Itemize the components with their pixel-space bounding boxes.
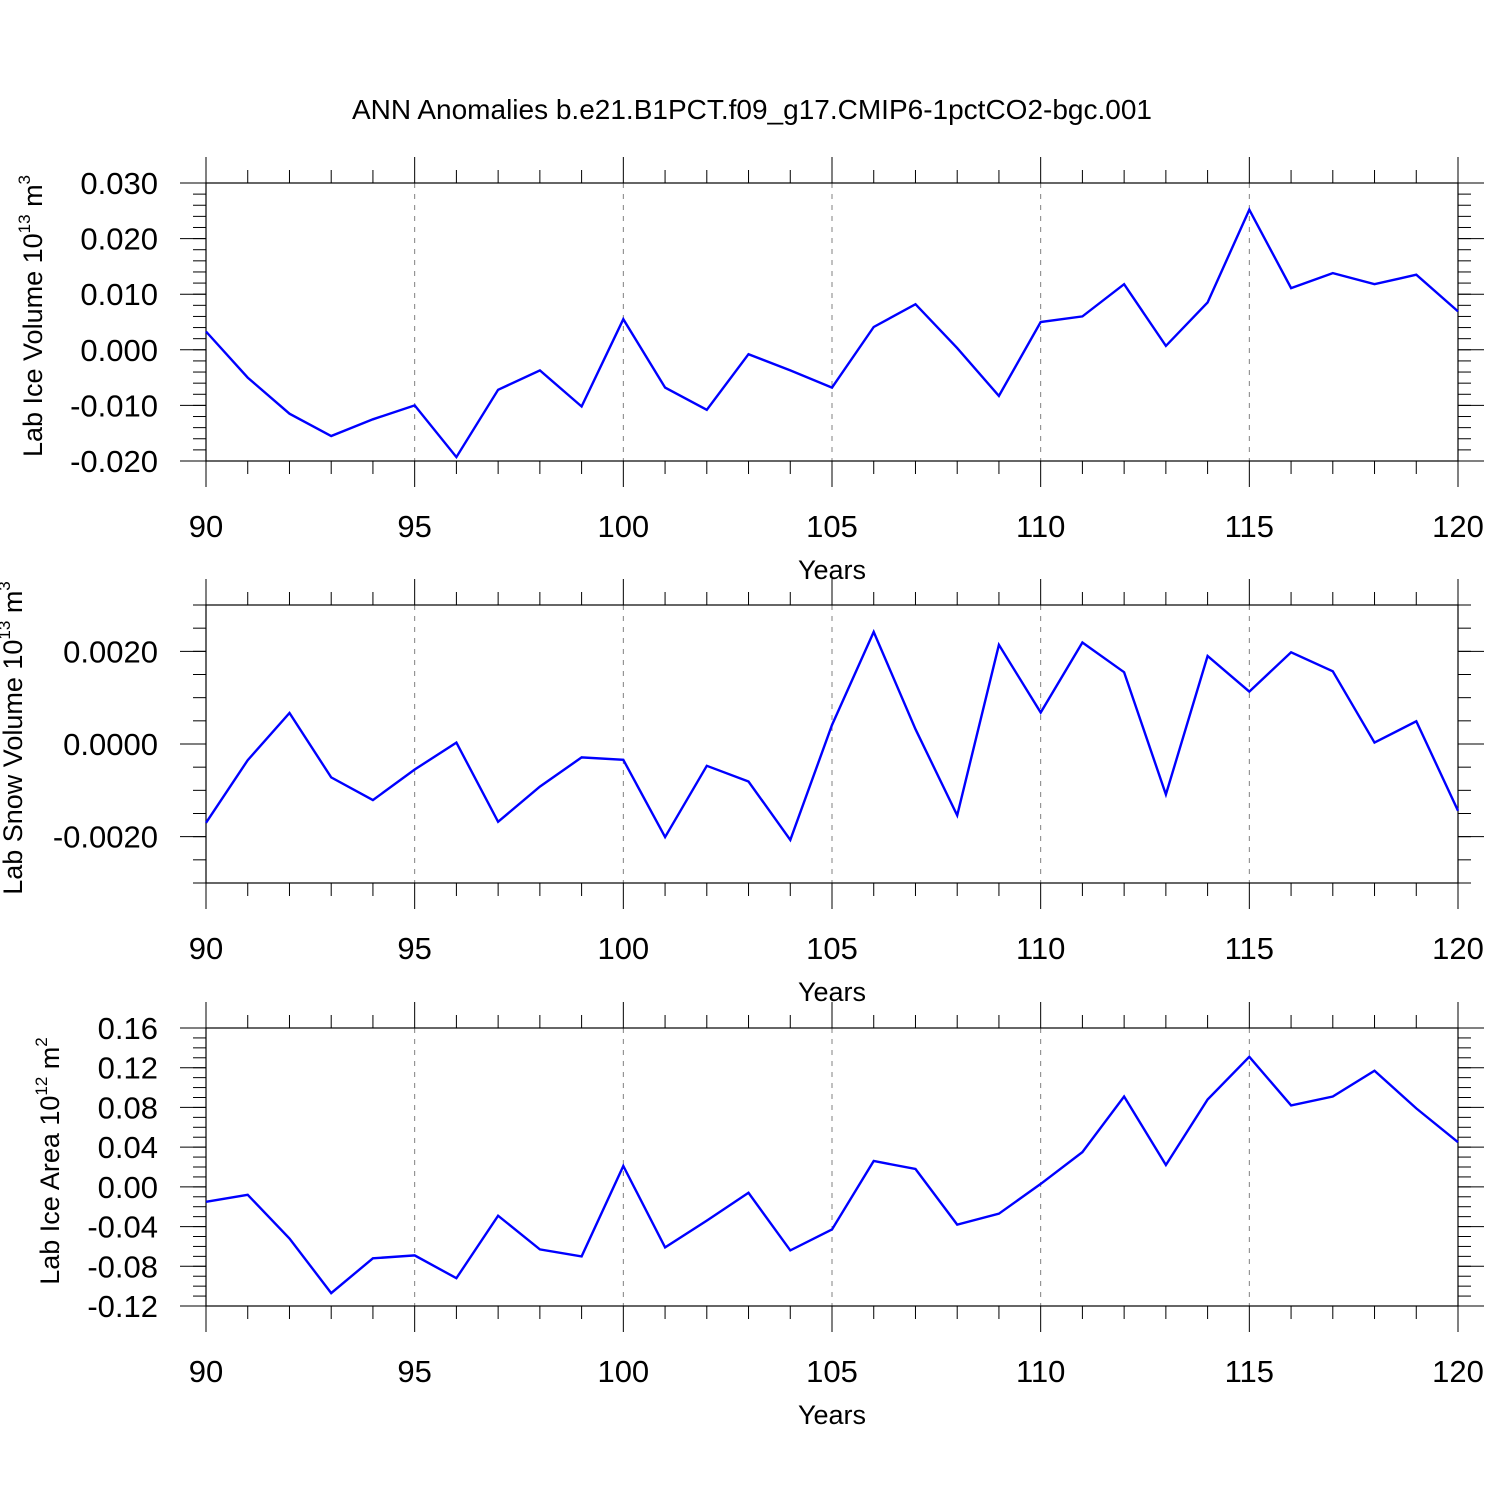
y-tick-label: 0.00 (98, 1170, 158, 1205)
y-tick-label: -0.08 (87, 1249, 158, 1284)
x-tick-label: 105 (806, 1354, 858, 1389)
x-tick-label: 100 (597, 931, 649, 966)
x-tick-label: 90 (189, 1354, 223, 1389)
plot-frame (205, 1027, 1459, 1307)
y-tick-label: -0.010 (70, 388, 158, 423)
y-tick-label: 0.08 (98, 1090, 158, 1125)
y-tick-label: -0.04 (87, 1210, 158, 1245)
x-tick-label: 100 (597, 1354, 649, 1389)
y-tick-label: 0.020 (80, 222, 158, 257)
x-tick-label: 115 (1225, 931, 1274, 966)
chart-panel-3: 90 95 100 105 110 115 120 -0.12 -0.08 -0.04 0.00 0.… (32, 1002, 1484, 1430)
series-line (205, 1055, 1459, 1295)
x-tick-label: 110 (1016, 931, 1065, 966)
x-tick-label: 105 (806, 931, 858, 966)
y-tick-label: 0.0020 (63, 634, 158, 669)
y-axis-title: Lab Snow Volume 1013 m3 (0, 581, 28, 895)
y-tick-label: -0.0020 (53, 820, 158, 855)
y-tick-label: 0.0000 (63, 727, 158, 762)
x-tick-label: 120 (1432, 931, 1484, 966)
x-tick-label: 110 (1016, 1354, 1065, 1389)
x-tick-label: 110 (1016, 509, 1065, 544)
x-tick-label: 95 (397, 1354, 431, 1389)
chart-title: ANN Anomalies b.e21.B1PCT.f09_g17.CMIP6-… (352, 94, 1152, 125)
x-tick-label: 95 (397, 509, 431, 544)
y-tick-label: 0.12 (98, 1051, 158, 1086)
plot-frame (205, 182, 1459, 462)
y-tick-label: -0.12 (87, 1289, 158, 1324)
x-tick-label: 120 (1432, 1354, 1484, 1389)
series-line (205, 628, 1460, 843)
chart-panel-1: 90 95 100 105 110 115 120 -0.020 -0.010 0.000 0.01… (15, 157, 1484, 585)
y-axis-title: Lab Ice Volume 1013 m3 (15, 175, 48, 457)
plot-frame (205, 604, 1459, 884)
x-tick-label: 90 (189, 509, 223, 544)
x-tick-label: 90 (189, 931, 223, 966)
x-tick-label: 115 (1225, 1354, 1274, 1389)
y-axis-title: Lab Ice Area 1012 m2 (32, 1037, 65, 1285)
x-tick-label: 115 (1225, 509, 1274, 544)
x-tick-label: 95 (397, 931, 431, 966)
y-tick-label: 0.04 (98, 1130, 158, 1165)
y-tick-label: 0.030 (80, 166, 158, 201)
y-tick-label: -0.020 (70, 444, 158, 479)
x-tick-label: 105 (806, 509, 858, 544)
y-tick-label: 0.010 (80, 277, 158, 312)
x-tick-label: 120 (1432, 509, 1484, 544)
x-axis-title: Years (798, 1400, 866, 1430)
y-tick-label: 0.16 (98, 1011, 158, 1046)
x-tick-label: 100 (597, 509, 649, 544)
y-tick-label: 0.000 (80, 333, 158, 368)
series-line (205, 206, 1459, 460)
chart-panel-2: 90 95 100 105 110 115 120-0.00200.00000.0020Ye… (0, 579, 1484, 1007)
